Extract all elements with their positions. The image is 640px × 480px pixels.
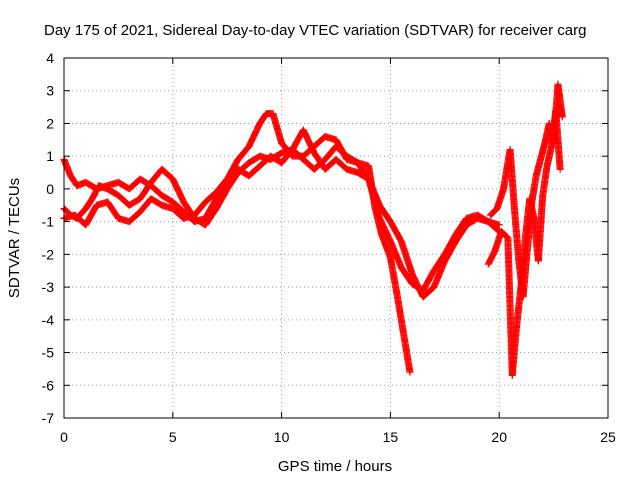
- y-tick-label: -1: [42, 214, 55, 230]
- plot-frame: [63, 57, 609, 419]
- x-axis-label: GPS time / hours: [278, 458, 392, 475]
- series-track-e: [486, 80, 566, 301]
- series-track-a: [60, 110, 414, 376]
- x-tick-label: 5: [169, 429, 177, 445]
- y-tick-label: 0: [46, 181, 54, 197]
- x-tick-label: 25: [600, 429, 616, 445]
- data-points: [60, 80, 566, 379]
- y-tick-label: -4: [42, 312, 55, 328]
- y-tick-label: -7: [42, 410, 55, 426]
- y-tick-label: 1: [46, 148, 54, 164]
- y-tick-label: 3: [46, 83, 54, 99]
- data-point: [406, 368, 414, 376]
- y-tick-label: -3: [42, 279, 55, 295]
- x-tick-label: 20: [491, 429, 507, 445]
- chart-title: Day 175 of 2021, Sidereal Day-to-day VTE…: [44, 22, 586, 39]
- y-tick-label: -2: [42, 246, 55, 262]
- y-axis-label: SDTVAR / TECUs: [6, 178, 23, 298]
- y-tick-label: -5: [42, 345, 55, 361]
- y-tick-label: 4: [46, 50, 54, 66]
- x-tick-label: 10: [274, 429, 290, 445]
- data-point: [558, 113, 566, 121]
- x-tick-label: 0: [60, 429, 68, 445]
- y-tick-label: 2: [46, 115, 54, 131]
- data-point: [495, 221, 503, 229]
- x-tick-label: 15: [383, 429, 399, 445]
- y-tick-label: -6: [42, 377, 55, 393]
- data-point: [556, 165, 564, 173]
- series-track-d: [484, 106, 564, 379]
